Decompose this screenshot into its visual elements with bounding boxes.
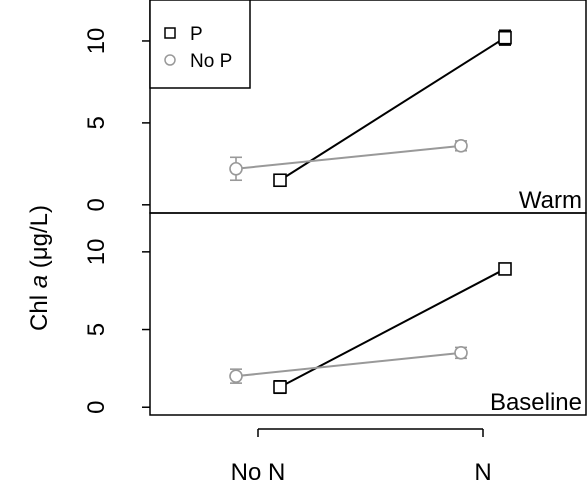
legend-label: No P: [190, 51, 232, 72]
x-tick-label: N: [474, 459, 491, 486]
y-tick-label: 5: [83, 323, 110, 336]
series-line: [235, 351, 462, 378]
series-line: [279, 268, 506, 388]
data-point: [454, 139, 468, 153]
data-point: [273, 173, 287, 188]
y-axis-label-suffix: (μg/L): [26, 205, 53, 275]
data-point: [229, 369, 243, 383]
series-line: [279, 36, 506, 182]
legend-label: P: [190, 24, 203, 45]
y-axis-label: Chl a (μg/L): [26, 205, 53, 331]
series-no-p: [229, 346, 468, 384]
panel-label: Baseline: [490, 389, 582, 416]
panel-label: Warm: [519, 187, 582, 214]
data-point: [229, 161, 243, 176]
legend-box: [149, 0, 251, 89]
panel-warm: 0 5 10 Warm: [83, 0, 587, 214]
y-tick-label: 0: [83, 401, 110, 414]
y-tick-label: 10: [83, 238, 110, 265]
series-no-p: [229, 139, 468, 182]
series-p: [273, 29, 512, 188]
series-line: [235, 144, 462, 170]
data-point: [273, 380, 287, 394]
legend-circle-icon: [164, 54, 176, 66]
series-p: [273, 262, 512, 395]
y-axis-label-italic: a: [26, 275, 53, 288]
x-tick-label: No N: [231, 459, 286, 486]
x-axis: No N N: [231, 428, 492, 486]
svg-text:Chl a (μg/L): Chl a (μg/L): [26, 205, 53, 331]
panel-baseline: 0 5 10 Baseline: [83, 212, 587, 416]
y-tick-label: 10: [83, 28, 110, 55]
legend: P No P: [149, 0, 251, 89]
panel-frame: [149, 212, 587, 416]
y-axis-label-prefix: Chl: [26, 288, 53, 331]
y-tick-label: 5: [83, 116, 110, 129]
data-point: [498, 30, 512, 45]
legend-square-icon: [164, 27, 176, 39]
y-tick-label: 0: [83, 198, 110, 211]
data-point: [498, 262, 512, 276]
data-point: [454, 346, 468, 360]
